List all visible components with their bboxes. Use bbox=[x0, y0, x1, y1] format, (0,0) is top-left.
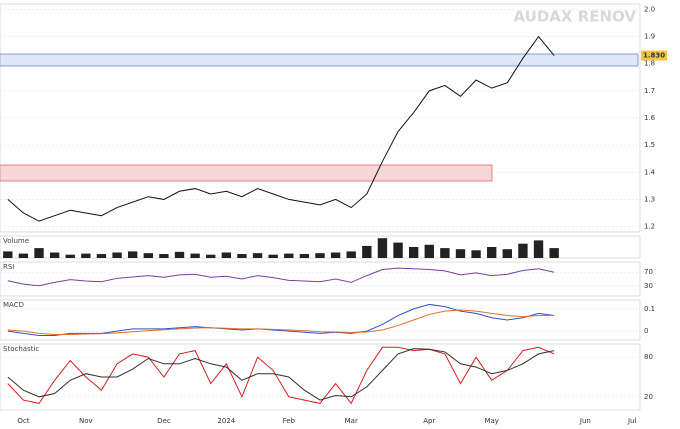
volume-bar bbox=[221, 252, 232, 258]
volume-bar bbox=[65, 254, 75, 258]
y-tick-label: 1.5 bbox=[644, 141, 655, 149]
panel-frame bbox=[0, 299, 641, 341]
last-price-box bbox=[641, 50, 667, 61]
y-tick-label: 1.3 bbox=[644, 195, 655, 203]
volume-bar bbox=[533, 240, 544, 258]
volume-bar bbox=[455, 249, 466, 258]
price-line bbox=[7, 348, 555, 401]
x-tick-label: May bbox=[484, 417, 498, 425]
volume-bar bbox=[346, 251, 356, 258]
panel-frame bbox=[0, 343, 641, 411]
y-tick-label: 1.9 bbox=[644, 33, 655, 41]
price-line bbox=[7, 35, 555, 222]
price-line bbox=[7, 309, 555, 335]
volume-bar bbox=[174, 251, 185, 258]
volume-bar bbox=[299, 254, 310, 258]
panel-label: MACD bbox=[3, 301, 24, 309]
y-tick-label: 1.6 bbox=[644, 114, 656, 122]
volume-bar bbox=[18, 253, 29, 258]
volume-bar bbox=[49, 252, 60, 258]
volume-bar bbox=[408, 247, 419, 258]
x-tick-label: Oct bbox=[17, 417, 29, 425]
volume-bar bbox=[518, 243, 528, 258]
volume-bar bbox=[487, 247, 497, 258]
volume-bar bbox=[252, 253, 263, 258]
y-tick-label: 1.2 bbox=[644, 223, 655, 231]
panel-label: Stochastic bbox=[3, 345, 39, 353]
x-tick-label: 2024 bbox=[217, 417, 235, 425]
volume-bar bbox=[440, 248, 450, 258]
volume-bar bbox=[128, 251, 138, 258]
panel-label: RSI bbox=[3, 263, 14, 271]
x-tick-label: Mar bbox=[345, 417, 358, 425]
panel-frame bbox=[0, 261, 641, 297]
y-tick-label: 2.0 bbox=[644, 5, 655, 13]
y-tick-label: 1.7 bbox=[644, 87, 655, 95]
last-price-label: 1.830 bbox=[643, 52, 665, 60]
x-tick-label: Nov bbox=[79, 417, 93, 425]
y-tick-label: 20 bbox=[644, 393, 653, 401]
zone-box bbox=[0, 164, 493, 182]
volume-bar bbox=[315, 253, 325, 258]
volume-bar bbox=[96, 254, 107, 258]
volume-bar bbox=[549, 248, 559, 258]
watermark-title: AUDAX RENOV bbox=[514, 8, 637, 26]
volume-bar bbox=[362, 245, 372, 258]
volume-bar bbox=[284, 253, 294, 258]
y-tick-label: 30 bbox=[644, 282, 653, 290]
y-tick-label: 1.8 bbox=[644, 60, 655, 68]
y-tick-label: 70 bbox=[644, 268, 653, 276]
volume-bar bbox=[237, 254, 247, 258]
volume-bar bbox=[34, 248, 44, 258]
volume-bar bbox=[424, 244, 434, 258]
x-tick-label: Jul bbox=[627, 417, 637, 425]
volume-bar bbox=[190, 253, 200, 258]
y-tick-label: 0 bbox=[644, 327, 648, 335]
volume-bar bbox=[377, 238, 388, 258]
volume-bar bbox=[502, 249, 512, 258]
volume-bar bbox=[268, 254, 278, 258]
volume-bar bbox=[206, 254, 216, 258]
x-tick-label: Jun bbox=[579, 417, 591, 425]
volume-bar bbox=[3, 251, 13, 258]
price-line bbox=[7, 346, 555, 405]
panel-frame bbox=[0, 3, 641, 233]
y-tick-label: 0.1 bbox=[644, 305, 655, 313]
x-tick-label: Apr bbox=[423, 417, 435, 425]
volume-bar bbox=[143, 253, 153, 258]
volume-bar bbox=[393, 242, 403, 258]
x-tick-label: Feb bbox=[283, 417, 296, 425]
price-line bbox=[7, 267, 555, 287]
x-tick-label: Dec bbox=[157, 417, 171, 425]
volume-bar bbox=[112, 252, 122, 258]
panel-label: Volume bbox=[3, 237, 29, 245]
volume-bar bbox=[159, 254, 169, 258]
volume-bar bbox=[330, 252, 341, 258]
y-tick-label: 1.4 bbox=[644, 168, 656, 176]
zone-box bbox=[0, 53, 639, 67]
volume-bar bbox=[471, 250, 481, 258]
y-tick-label: 80 bbox=[644, 353, 653, 361]
volume-bar bbox=[81, 253, 91, 258]
